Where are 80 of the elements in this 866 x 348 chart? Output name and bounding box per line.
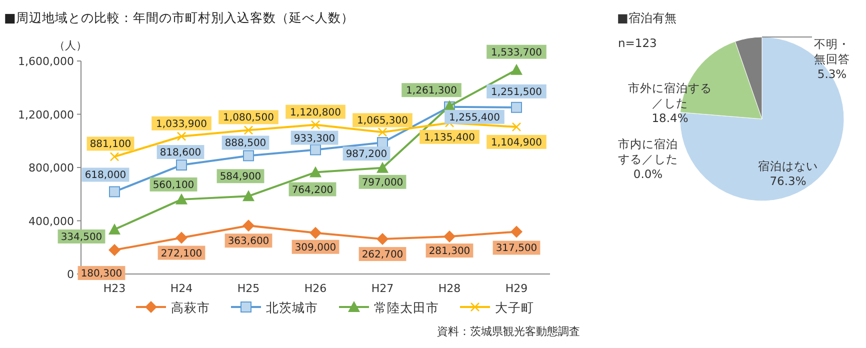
point: [310, 144, 321, 156]
point: [244, 126, 254, 135]
data-label: 1,104,900: [491, 137, 542, 148]
point: [511, 102, 522, 113]
data-label: 281,300: [428, 246, 470, 258]
data-label: 584,900: [220, 172, 262, 183]
x-tick-label: H25: [237, 282, 260, 295]
point: [310, 120, 320, 130]
x-tick-label: H23: [103, 282, 126, 295]
point: [444, 230, 456, 243]
text: 資料：茨城県観光客動態調査: [437, 325, 580, 338]
point: [376, 233, 388, 246]
data-label: 764,200: [292, 184, 334, 196]
data-label: 1,135,400: [424, 132, 475, 144]
data-label: 1,255,400: [449, 112, 500, 124]
chart-title: ■宿泊有無: [617, 11, 676, 25]
point: [242, 190, 254, 202]
data-label: 309,000: [294, 242, 336, 254]
data-label: 933,300: [294, 133, 336, 144]
data-label: 1,251,500: [491, 86, 542, 98]
data-label: 272,100: [160, 248, 202, 260]
legend-label: 高萩市: [171, 300, 210, 315]
data-label: 1,033,900: [156, 118, 207, 130]
x-tick-label: H27: [371, 282, 394, 295]
y-tick-label: 1,200,000: [18, 108, 74, 122]
legend-label: 北茨城市: [266, 300, 318, 315]
point: [176, 232, 188, 244]
text: n=123: [618, 36, 657, 50]
point: [109, 186, 120, 198]
y-axis-title: （人）: [54, 39, 87, 52]
text: 0.0%: [633, 167, 663, 181]
legend-label: 大子町: [495, 300, 534, 315]
point: [378, 128, 388, 137]
point: [110, 152, 120, 162]
chart-title: ■周辺地域との比較：年間の市町村別入込客数（延べ人数）: [4, 10, 354, 25]
slice-label: 不明・無回答: [813, 37, 851, 67]
data-label: 317,500: [496, 243, 538, 254]
point: [510, 64, 522, 75]
data-label: 18.4%: [650, 111, 690, 126]
data-label: 797,000: [362, 177, 404, 188]
point: [510, 226, 522, 238]
data-label: 334,500: [60, 232, 102, 243]
y-tick-label: 0: [67, 268, 74, 281]
point: [176, 132, 186, 142]
point: [176, 160, 187, 171]
point: [310, 226, 322, 239]
data-label: 618,000: [84, 170, 126, 182]
category-label: 市内に宿泊する／した: [618, 137, 678, 166]
data-label: 5.3%: [816, 67, 848, 82]
data-label: 881,100: [90, 139, 132, 150]
point: [242, 220, 254, 232]
data-label: 1,120,800: [290, 107, 341, 118]
data-label: 180,300: [80, 268, 122, 280]
point: [176, 193, 188, 204]
point: [376, 162, 388, 173]
point: [310, 166, 322, 178]
data-label: 560,100: [152, 180, 194, 191]
y-tick-label: 1,600,000: [18, 55, 74, 68]
y-tick-label: 400,000: [28, 214, 74, 228]
data-label: 76.3%: [768, 174, 808, 189]
data-label: 1,080,500: [223, 112, 274, 124]
point: [512, 122, 522, 132]
y-tick-label: 800,000: [28, 162, 74, 174]
x-tick-label: H28: [438, 282, 461, 295]
data-label: 987,200: [346, 149, 388, 160]
x-tick-label: H24: [170, 282, 193, 295]
data-label: 262,700: [362, 250, 404, 261]
legend-label: 常陸太田市: [374, 300, 439, 315]
data-label: 818,600: [160, 148, 202, 159]
data-label: 1,261,300: [406, 86, 457, 97]
slice-label: 宿泊はない: [757, 159, 819, 174]
point: [108, 223, 120, 234]
data-label: 1,533,700: [491, 47, 542, 58]
data-label: 1,065,300: [357, 116, 408, 127]
data-label: 363,600: [228, 236, 270, 248]
x-tick-label: H29: [505, 282, 528, 295]
point: [108, 244, 120, 256]
x-tick-label: H26: [304, 282, 327, 295]
point: [243, 150, 254, 162]
data-label: 888,500: [224, 138, 266, 150]
